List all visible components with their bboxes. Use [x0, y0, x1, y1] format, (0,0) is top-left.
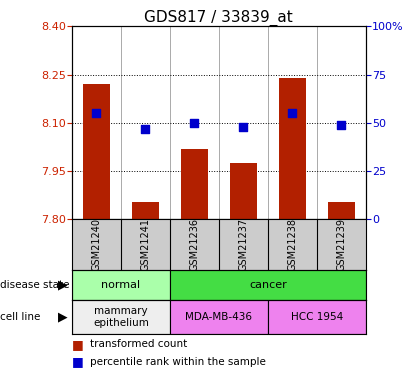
Title: GDS817 / 33839_at: GDS817 / 33839_at: [145, 10, 293, 26]
Text: GSM21239: GSM21239: [336, 218, 346, 271]
Text: ▶: ▶: [58, 279, 68, 291]
Point: [338, 122, 344, 128]
Bar: [230, 163, 257, 219]
Point: [289, 110, 296, 116]
Text: mammary
epithelium: mammary epithelium: [93, 306, 149, 328]
Bar: [132, 202, 159, 219]
Text: GSM21241: GSM21241: [141, 218, 150, 271]
Text: cell line: cell line: [0, 312, 40, 322]
Text: cancer: cancer: [249, 280, 287, 290]
Bar: [328, 202, 355, 219]
Point: [93, 110, 100, 116]
Text: normal: normal: [102, 280, 141, 290]
Text: percentile rank within the sample: percentile rank within the sample: [90, 357, 266, 367]
Bar: [170, 270, 366, 300]
Text: MDA-MB-436: MDA-MB-436: [185, 312, 252, 322]
Text: transformed count: transformed count: [90, 339, 188, 349]
Text: HCC 1954: HCC 1954: [291, 312, 343, 322]
Bar: [279, 78, 306, 219]
Bar: [72, 270, 170, 300]
Point: [240, 124, 247, 130]
Text: GSM21236: GSM21236: [189, 218, 199, 271]
Text: ■: ■: [72, 356, 84, 368]
Point: [142, 126, 149, 132]
Text: GSM21238: GSM21238: [287, 218, 297, 271]
Bar: [72, 300, 170, 334]
Text: GSM21237: GSM21237: [238, 218, 248, 271]
Bar: [181, 148, 208, 219]
Text: ▶: ▶: [58, 310, 68, 323]
Text: disease state: disease state: [0, 280, 69, 290]
Text: GSM21240: GSM21240: [91, 218, 102, 271]
Bar: [268, 300, 366, 334]
Point: [191, 120, 198, 126]
Text: ■: ■: [72, 338, 84, 351]
Bar: [83, 84, 110, 219]
Bar: [170, 300, 268, 334]
